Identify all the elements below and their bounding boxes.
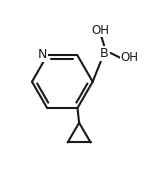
Text: B: B	[100, 47, 108, 60]
Text: OH: OH	[121, 52, 139, 64]
Text: N: N	[38, 48, 47, 61]
Text: OH: OH	[92, 24, 110, 37]
